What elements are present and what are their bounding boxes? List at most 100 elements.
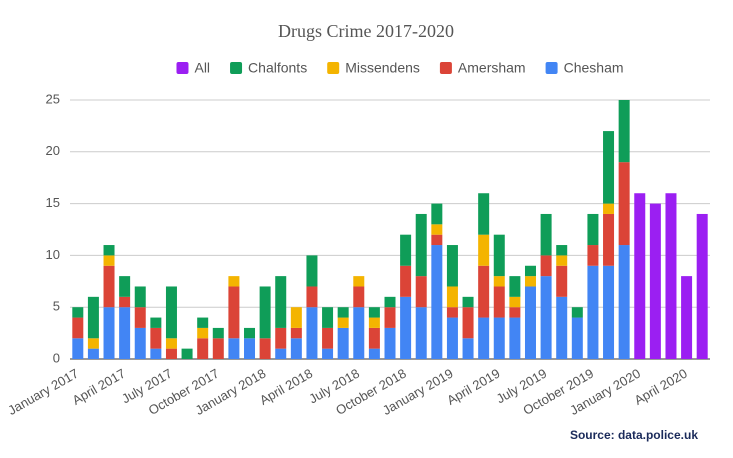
legend-swatch (230, 62, 243, 74)
bar-segment (556, 296, 568, 359)
bar-segment (462, 338, 474, 359)
bar-segment (400, 234, 412, 266)
bar-segment (259, 286, 271, 339)
bar-segment (618, 162, 630, 246)
bar-segment (603, 213, 615, 266)
bar-segment (259, 338, 271, 359)
bar-segment (72, 307, 84, 318)
bar-segment (493, 286, 505, 318)
bar-segment (696, 213, 708, 359)
bar-segment (540, 276, 552, 359)
bar-segment (400, 296, 412, 359)
bar-segment (431, 224, 443, 235)
bar-segment (103, 265, 115, 308)
bar-segment (603, 131, 615, 204)
bar-segment (275, 348, 287, 359)
bar-segment (478, 234, 490, 266)
bar-segment (509, 276, 521, 297)
bar-segment (275, 327, 287, 349)
bar-segment (478, 193, 490, 235)
bar-segment (493, 317, 505, 359)
legend-swatch (176, 62, 189, 74)
bar-segment (244, 327, 256, 339)
bar-segment (134, 327, 146, 359)
bar-segment (446, 307, 458, 318)
bar-segment (431, 245, 443, 359)
bar-segment (415, 307, 427, 359)
bar-segment (368, 327, 380, 349)
bar-segment (571, 307, 583, 318)
bar-segment (509, 317, 521, 359)
bar-segment (322, 348, 334, 359)
bar-segment (119, 296, 131, 308)
bar-segment (337, 317, 349, 328)
legend-label: Chalfonts (248, 60, 307, 76)
bar-segment (368, 307, 380, 318)
bar-segment (212, 338, 224, 359)
bar-segment (384, 327, 396, 359)
bar-segment (87, 348, 99, 359)
bar-segment (87, 296, 99, 339)
legend-swatch (545, 62, 558, 74)
legend-swatch (327, 62, 340, 74)
y-tick-label: 10 (46, 247, 60, 262)
source-note: Source: data.police.uk (570, 428, 698, 442)
bar-segment (322, 327, 334, 349)
bar-segment (337, 327, 349, 359)
bar-segment (368, 348, 380, 359)
bar-segment (353, 286, 365, 308)
bar-segment (306, 286, 318, 308)
bar-segment (665, 193, 677, 359)
bar-segment (649, 203, 661, 359)
bar-segment (150, 348, 162, 359)
bar-segment (446, 286, 458, 308)
bar-segment (462, 307, 474, 339)
bar-segment (384, 296, 396, 308)
y-tick-label: 20 (46, 143, 60, 158)
bar-segment (462, 296, 474, 308)
bar-segment (103, 307, 115, 359)
bar-segment (290, 338, 302, 359)
bar-segment (618, 245, 630, 359)
legend-label: Missendens (345, 60, 420, 76)
bar-segment (244, 338, 256, 359)
bar-segment (587, 245, 599, 266)
bar-segment (556, 255, 568, 266)
y-tick-label: 5 (53, 299, 60, 314)
bar-segment (524, 265, 536, 277)
bar-segment (322, 307, 334, 328)
bar-segment (306, 255, 318, 287)
bar-segment (587, 213, 599, 246)
bar-segment (72, 338, 84, 359)
bar-segment (603, 203, 615, 214)
legend-label: Chesham (564, 60, 624, 76)
bar-segment (165, 348, 177, 359)
bar-segment (119, 276, 131, 297)
y-tick-label: 15 (46, 195, 60, 210)
bar-segment (415, 276, 427, 308)
bar-segment (571, 317, 583, 359)
bar-segment (446, 245, 458, 287)
bar-segment (509, 307, 521, 318)
bar-segment (509, 296, 521, 308)
bar-segment (228, 276, 240, 287)
bar-segment (540, 213, 552, 256)
bar-segment (400, 265, 412, 297)
bar-segment (493, 234, 505, 277)
bar-segment (618, 100, 630, 163)
bar-segment (478, 265, 490, 318)
legend-swatch (439, 62, 452, 74)
bar-segment (197, 338, 209, 359)
bar-segment (353, 276, 365, 287)
bar-segment (119, 307, 131, 359)
bar-segment (290, 327, 302, 339)
y-tick-label: 0 (53, 350, 60, 365)
bar-segment (415, 213, 427, 277)
bar-segment (134, 286, 146, 308)
chart-title: Drugs Crime 2017-2020 (278, 21, 454, 41)
bar-segment (306, 307, 318, 359)
bar-segment (165, 286, 177, 339)
bar-segment (493, 276, 505, 287)
bar-segment (603, 265, 615, 359)
